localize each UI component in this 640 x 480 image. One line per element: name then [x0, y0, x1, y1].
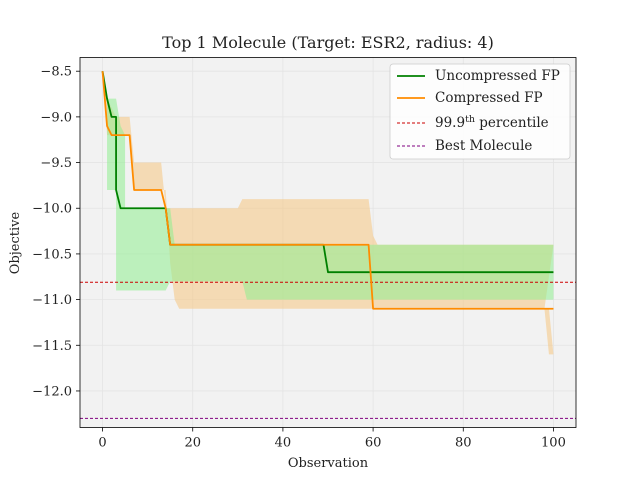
- line-compressed: [101, 71, 554, 310]
- legend-label-uncompressed: Uncompressed FP: [435, 68, 560, 84]
- line-uncompressed: [101, 71, 554, 274]
- legend: Uncompressed FP Compressed FP 99.9th per…: [389, 63, 571, 160]
- x-tick-label: 60: [365, 436, 382, 451]
- legend-box: [389, 63, 571, 160]
- y-tick-label: −9.0: [40, 110, 72, 125]
- y-tick-label: −9.5: [40, 156, 72, 171]
- x-tick-label: 40: [275, 436, 292, 451]
- legend-label-compressed: Compressed FP: [435, 90, 543, 106]
- y-tick-label: −10.5: [32, 247, 72, 262]
- plot-frame: [79, 57, 577, 428]
- y-tick-label: −11.5: [32, 339, 72, 354]
- y-tick-label: −8.5: [40, 65, 72, 80]
- chart-title: Top 1 Molecule (Target: ESR2, radius: 4): [162, 33, 494, 52]
- y-axis-ticks: −8.5 −9.0 −9.5 −10.0 −10.5 −11.0 −11.5 −12.0: [32, 65, 80, 399]
- y-tick-label: −11.0: [32, 293, 72, 308]
- legend-label-percentile: 99.9th percentile: [435, 114, 549, 131]
- x-axis-ticks: 0 20 40 60 80 100: [98, 427, 566, 451]
- y-tick-label: −12.0: [32, 384, 72, 399]
- x-tick-label: 80: [455, 436, 472, 451]
- x-tick-label: 20: [184, 436, 201, 451]
- x-tick-label: 0: [98, 436, 106, 451]
- reference-lines: [80, 281, 576, 419]
- y-axis-label: Objective: [8, 211, 23, 274]
- series-lines: [101, 71, 554, 310]
- x-axis-label: Observation: [288, 456, 369, 471]
- y-tick-label: −10.0: [32, 202, 72, 217]
- legend-label-best-molecule: Best Molecule: [435, 138, 532, 154]
- confidence-bands: [102, 71, 554, 355]
- band-uncompressed: [107, 98, 554, 300]
- x-tick-label: 100: [541, 436, 566, 451]
